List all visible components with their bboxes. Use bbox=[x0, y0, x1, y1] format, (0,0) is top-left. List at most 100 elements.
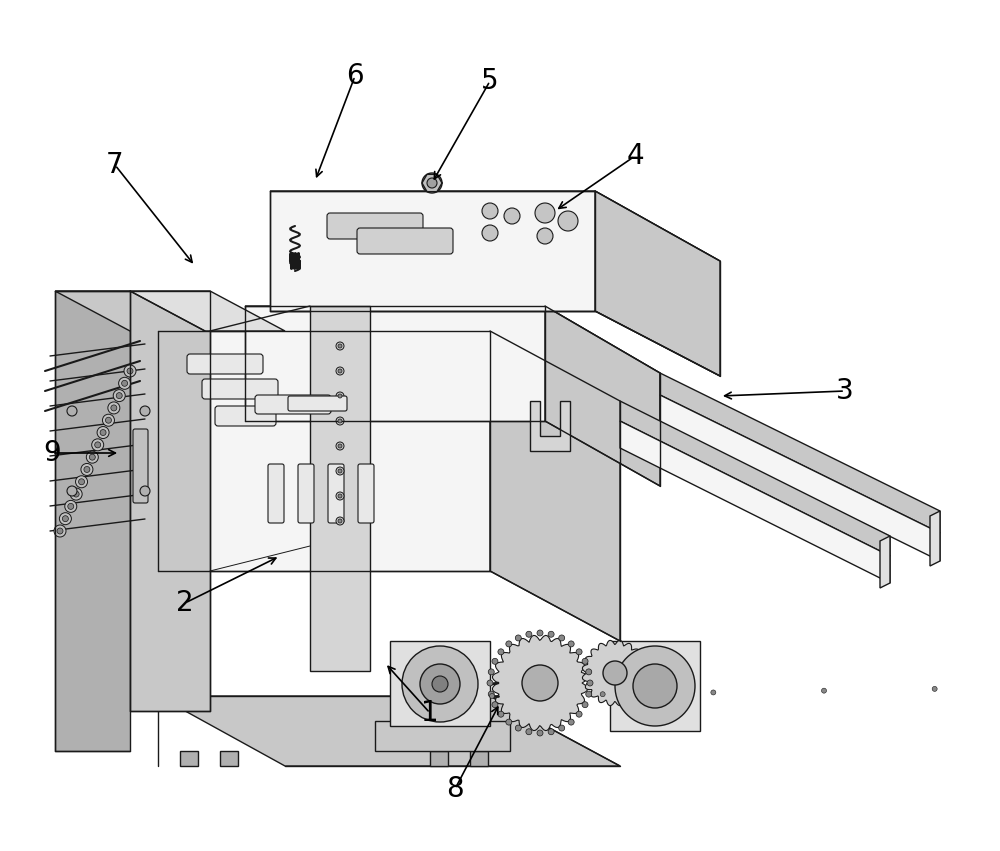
Circle shape bbox=[576, 648, 582, 654]
Circle shape bbox=[490, 694, 494, 699]
Circle shape bbox=[116, 392, 122, 398]
Polygon shape bbox=[660, 395, 940, 561]
Circle shape bbox=[338, 444, 342, 448]
Text: 7: 7 bbox=[106, 151, 124, 179]
Circle shape bbox=[482, 225, 498, 241]
Circle shape bbox=[559, 725, 565, 731]
Polygon shape bbox=[158, 331, 620, 401]
Circle shape bbox=[67, 406, 77, 416]
Circle shape bbox=[537, 730, 543, 736]
Circle shape bbox=[488, 669, 494, 675]
Circle shape bbox=[422, 173, 442, 193]
Circle shape bbox=[338, 369, 342, 373]
FancyBboxPatch shape bbox=[298, 464, 314, 523]
Polygon shape bbox=[660, 373, 940, 533]
Circle shape bbox=[526, 728, 532, 734]
Circle shape bbox=[615, 646, 695, 726]
FancyBboxPatch shape bbox=[328, 464, 344, 523]
Circle shape bbox=[932, 687, 937, 691]
Circle shape bbox=[338, 394, 342, 398]
Circle shape bbox=[504, 208, 520, 224]
Circle shape bbox=[67, 486, 77, 496]
Circle shape bbox=[822, 688, 826, 694]
Circle shape bbox=[482, 203, 498, 219]
Circle shape bbox=[559, 635, 565, 641]
Circle shape bbox=[338, 344, 342, 348]
Bar bbox=[220, 751, 238, 766]
Circle shape bbox=[105, 417, 111, 423]
Circle shape bbox=[81, 464, 93, 476]
Circle shape bbox=[587, 680, 593, 686]
FancyBboxPatch shape bbox=[358, 464, 374, 523]
Text: 8: 8 bbox=[446, 775, 464, 803]
FancyBboxPatch shape bbox=[357, 228, 453, 254]
Circle shape bbox=[582, 702, 588, 708]
Circle shape bbox=[568, 641, 574, 647]
Polygon shape bbox=[545, 306, 660, 486]
Circle shape bbox=[711, 690, 716, 695]
Text: 6: 6 bbox=[346, 62, 364, 90]
Circle shape bbox=[89, 454, 95, 460]
Polygon shape bbox=[620, 401, 890, 556]
Circle shape bbox=[558, 211, 578, 231]
Circle shape bbox=[59, 512, 71, 525]
Circle shape bbox=[76, 476, 88, 488]
Circle shape bbox=[537, 228, 553, 244]
Circle shape bbox=[100, 430, 106, 436]
Circle shape bbox=[338, 519, 342, 523]
Text: 5: 5 bbox=[481, 67, 499, 95]
Bar bbox=[180, 751, 198, 766]
Polygon shape bbox=[390, 641, 490, 726]
Circle shape bbox=[515, 635, 521, 641]
Circle shape bbox=[84, 466, 90, 472]
Circle shape bbox=[336, 442, 344, 450]
Circle shape bbox=[336, 517, 344, 525]
Circle shape bbox=[488, 691, 494, 697]
Polygon shape bbox=[270, 191, 595, 311]
Polygon shape bbox=[55, 291, 205, 331]
Circle shape bbox=[95, 442, 101, 448]
Circle shape bbox=[548, 631, 554, 637]
Circle shape bbox=[498, 648, 504, 654]
Circle shape bbox=[526, 631, 532, 637]
Circle shape bbox=[487, 680, 493, 686]
Polygon shape bbox=[270, 191, 720, 261]
Polygon shape bbox=[490, 331, 620, 641]
Circle shape bbox=[515, 725, 521, 731]
Bar bbox=[470, 751, 488, 766]
FancyBboxPatch shape bbox=[133, 429, 148, 503]
Circle shape bbox=[68, 504, 74, 510]
Text: 1: 1 bbox=[421, 699, 439, 727]
Polygon shape bbox=[595, 191, 720, 376]
Polygon shape bbox=[55, 291, 130, 751]
Circle shape bbox=[79, 479, 85, 485]
Polygon shape bbox=[880, 536, 890, 588]
Circle shape bbox=[336, 467, 344, 475]
Circle shape bbox=[102, 414, 114, 426]
Circle shape bbox=[548, 728, 554, 734]
Circle shape bbox=[336, 367, 344, 375]
Polygon shape bbox=[245, 306, 545, 421]
Text: 2: 2 bbox=[176, 589, 194, 617]
FancyBboxPatch shape bbox=[187, 354, 263, 374]
Bar bbox=[430, 751, 448, 766]
Circle shape bbox=[65, 500, 77, 512]
Circle shape bbox=[336, 342, 344, 350]
Circle shape bbox=[582, 659, 588, 665]
Circle shape bbox=[492, 659, 498, 665]
Polygon shape bbox=[620, 421, 890, 583]
Circle shape bbox=[122, 380, 128, 386]
Circle shape bbox=[338, 494, 342, 498]
Circle shape bbox=[420, 664, 460, 704]
Polygon shape bbox=[610, 641, 700, 731]
Circle shape bbox=[336, 392, 344, 400]
Circle shape bbox=[338, 419, 342, 423]
Polygon shape bbox=[158, 696, 620, 766]
Polygon shape bbox=[158, 331, 490, 571]
Circle shape bbox=[522, 665, 558, 701]
Circle shape bbox=[535, 203, 555, 223]
Polygon shape bbox=[310, 306, 370, 671]
Circle shape bbox=[603, 661, 627, 685]
Polygon shape bbox=[375, 721, 510, 751]
Circle shape bbox=[111, 405, 117, 411]
